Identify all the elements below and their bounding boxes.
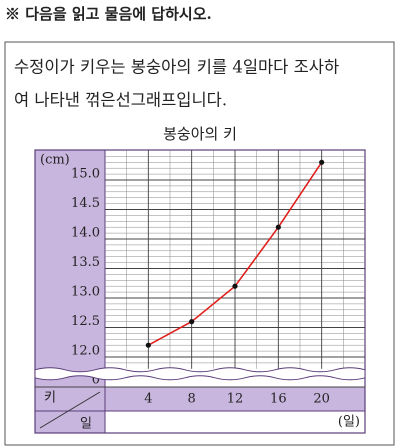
y-tick-label: 14.0	[71, 226, 100, 241]
x-tick-label: 12	[227, 392, 244, 407]
data-point	[189, 319, 195, 325]
question-box	[4, 41, 395, 446]
corner-label: 키	[44, 391, 56, 406]
data-point	[232, 283, 238, 289]
y-tick-label: 12.5	[71, 314, 100, 329]
instruction: ※ 다음을 읽고 물음에 답하시오.	[5, 5, 212, 23]
y-tick-label: 12.0	[71, 344, 100, 359]
data-point	[319, 159, 325, 165]
data-point	[275, 224, 281, 230]
x-tick-label: 4	[144, 392, 152, 407]
x-axis-label: (일)	[338, 415, 360, 430]
y-axis-panel	[35, 150, 105, 433]
chart-title: 봉숭아의 키	[163, 125, 237, 143]
passage-line: 수정이가 키우는 봉숭아의 키를 4일마다 조사하	[14, 58, 339, 77]
y-tick-label: 13.0	[71, 285, 100, 300]
y-tick-label: 13.5	[71, 255, 100, 270]
data-point	[145, 342, 151, 348]
corner-diagonal	[39, 391, 101, 429]
y-axis-label: (cm)	[40, 153, 70, 168]
x-axis-panel	[105, 387, 365, 411]
y-tick-label: 14.5	[71, 196, 100, 211]
y-tick-label: 15.0	[71, 167, 100, 182]
x-tick-label: 16	[270, 392, 287, 407]
axis-break	[34, 367, 366, 381]
x-tick-label: 8	[188, 392, 196, 407]
chart-frame	[34, 149, 366, 434]
passage-line: 여 나타낸 꺾은선그래프입니다.	[14, 91, 227, 110]
x-tick-label: 20	[313, 392, 330, 407]
corner-label: 일	[80, 417, 92, 432]
y-tick-label: 0	[92, 373, 100, 388]
